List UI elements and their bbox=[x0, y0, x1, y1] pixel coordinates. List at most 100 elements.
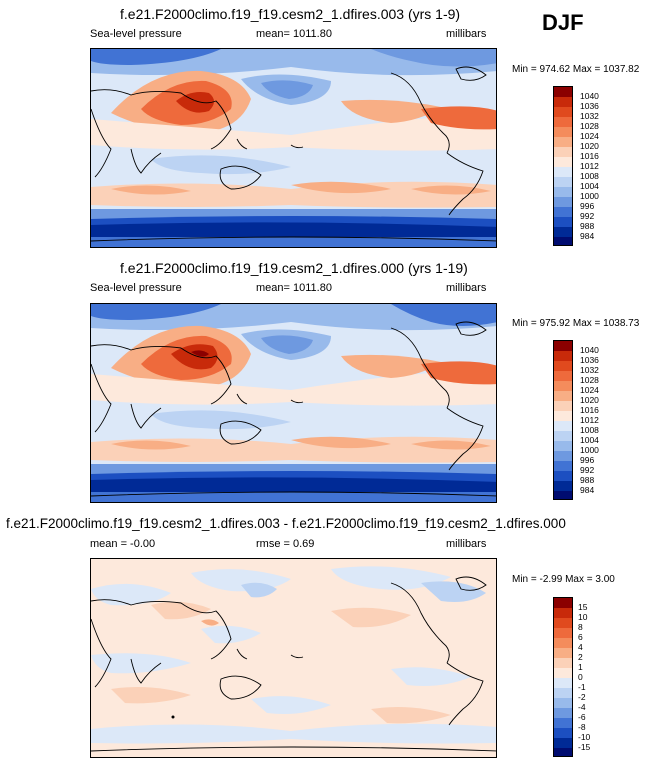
panel-2-colorbar-bin bbox=[554, 461, 572, 471]
panel-2-colorbar-label: 1012 bbox=[580, 415, 599, 425]
panel-2-units-label: millibars bbox=[446, 282, 487, 294]
panel-1-colorbar-label: 988 bbox=[580, 221, 595, 231]
panel-2-colorbar-label: 1028 bbox=[580, 375, 599, 385]
panel-2-colorbar-label: 1000 bbox=[580, 445, 599, 455]
panel-2-colorbar-bin bbox=[554, 451, 572, 461]
panel-2-minmax: Min = 975.92 Max = 1038.73 bbox=[512, 318, 640, 329]
panel-3-colorbar-bin bbox=[554, 698, 572, 708]
panel-3-colorbar-bin bbox=[554, 748, 572, 756]
panel-1-colorbar-bin bbox=[554, 197, 572, 207]
panel-3-colorbar-bin bbox=[554, 618, 572, 628]
panel-1-colorbar-label: 1012 bbox=[580, 161, 599, 171]
panel-3-colorbar-bin bbox=[554, 608, 572, 618]
panel-2-colorbar-label: 1032 bbox=[580, 365, 599, 375]
panel-3-colorbar-bin bbox=[554, 738, 572, 748]
panel-1-colorbar-bin bbox=[554, 117, 572, 127]
panel-3-map-svg bbox=[91, 559, 496, 757]
panel-1-colorbar-label: 984 bbox=[580, 231, 595, 241]
panel-2-colorbar-label: 1040 bbox=[580, 345, 599, 355]
season-label: DJF bbox=[542, 10, 584, 35]
panel-3-colorbar bbox=[553, 597, 573, 757]
panel-3-colorbar-bin bbox=[554, 668, 572, 678]
panel-1-colorbar-label: 1028 bbox=[580, 121, 599, 131]
panel-1-colorbar-bin bbox=[554, 107, 572, 117]
panel-3-colorbar-bin bbox=[554, 688, 572, 698]
panel-2-colorbar-bin bbox=[554, 341, 572, 351]
panel-1-colorbar-bin bbox=[554, 217, 572, 227]
panel-2-colorbar-bin bbox=[554, 411, 572, 421]
panel-2-mean-label: mean= 1011.80 bbox=[256, 282, 332, 294]
panel-2-colorbar-label: 992 bbox=[580, 465, 595, 475]
panel-3-colorbar-bin bbox=[554, 678, 572, 688]
panel-3-colorbar-bin bbox=[554, 638, 572, 648]
panel-3-colorbar-label: 1 bbox=[578, 662, 583, 672]
panel-1-colorbar-bin bbox=[554, 147, 572, 157]
panel-3-colorbar-label: 8 bbox=[578, 622, 583, 632]
panel-3-colorbar-label: -8 bbox=[578, 722, 586, 732]
panel-1-colorbar-bin bbox=[554, 237, 572, 245]
panel-2-colorbar-bin bbox=[554, 441, 572, 451]
panel-1-map-svg bbox=[91, 49, 496, 247]
panel-2-colorbar-bin bbox=[554, 391, 572, 401]
panel-2-colorbar-bin bbox=[554, 471, 572, 481]
panel-2-colorbar-label: 1036 bbox=[580, 355, 599, 365]
panel-3-mean-label: mean = -0.00 bbox=[90, 538, 156, 550]
panel-2-colorbar-label: 984 bbox=[580, 485, 595, 495]
panel-3-colorbar-label: 15 bbox=[578, 602, 588, 612]
panel-3-colorbar-label: -6 bbox=[578, 712, 586, 722]
panel-2-colorbar-label: 1016 bbox=[580, 405, 599, 415]
panel-2-colorbar-label: 988 bbox=[580, 475, 595, 485]
panel-2-variable-label: Sea-level pressure bbox=[90, 282, 182, 294]
panel-2-colorbar bbox=[553, 340, 573, 500]
panel-2-colorbar-bin bbox=[554, 371, 572, 381]
panel-1-colorbar-bin bbox=[554, 157, 572, 167]
panel-3-colorbar-label: -15 bbox=[578, 742, 591, 752]
panel-1-units-label: millibars bbox=[446, 28, 487, 40]
panel-3-units-label: millibars bbox=[446, 538, 487, 550]
panel-1-variable-label: Sea-level pressure bbox=[90, 28, 182, 40]
panel-1-colorbar-bin bbox=[554, 127, 572, 137]
panel-3-colorbar-label: -10 bbox=[578, 732, 591, 742]
panel-1-colorbar-label: 992 bbox=[580, 211, 595, 221]
panel-3-colorbar-label: 6 bbox=[578, 632, 583, 642]
panel-3-colorbar-bin bbox=[554, 648, 572, 658]
panel-1-colorbar-label: 1020 bbox=[580, 141, 599, 151]
panel-3-colorbar-bin bbox=[554, 718, 572, 728]
panel-2-colorbar-label: 996 bbox=[580, 455, 595, 465]
panel-2-colorbar-bin bbox=[554, 421, 572, 431]
panel-1-colorbar-bin bbox=[554, 87, 572, 97]
panel-2-title: f.e21.F2000climo.f19_f19.cesm2_1.dfires.… bbox=[120, 260, 468, 276]
panel-1-colorbar-label: 1016 bbox=[580, 151, 599, 161]
panel-1-mean-label: mean= 1011.80 bbox=[256, 28, 332, 40]
panel-3-colorbar-label: 0 bbox=[578, 672, 583, 682]
panel-3-colorbar-bin bbox=[554, 598, 572, 608]
panel-3-rmse-label: rmse = 0.69 bbox=[256, 538, 315, 550]
panel-1-colorbar-bin bbox=[554, 207, 572, 217]
panel-3-colorbar-label: -1 bbox=[578, 682, 586, 692]
panel-2-colorbar-bin bbox=[554, 491, 572, 499]
panel-3-title: f.e21.F2000climo.f19_f19.cesm2_1.dfires.… bbox=[6, 516, 566, 531]
panel-3-colorbar-label: 10 bbox=[578, 612, 588, 622]
panel-1-colorbar-label: 1032 bbox=[580, 111, 599, 121]
panel-3-colorbar-bin bbox=[554, 658, 572, 668]
panel-1-colorbar-label: 1024 bbox=[580, 131, 599, 141]
panel-1-colorbar-label: 1040 bbox=[580, 91, 599, 101]
panel-3-colorbar-label: -4 bbox=[578, 702, 586, 712]
panel-2-map-svg bbox=[91, 304, 496, 502]
panel-1-minmax: Min = 974.62 Max = 1037.82 bbox=[512, 64, 640, 75]
panel-2-colorbar-bin bbox=[554, 381, 572, 391]
panel-3-colorbar-label: 2 bbox=[578, 652, 583, 662]
panel-2-colorbar-bin bbox=[554, 481, 572, 491]
panel-1-colorbar-label: 1008 bbox=[580, 171, 599, 181]
panel-1-colorbar-label: 1036 bbox=[580, 101, 599, 111]
panel-1-colorbar-label: 1004 bbox=[580, 181, 599, 191]
panel-1-map bbox=[90, 48, 497, 248]
panel-3-minmax: Min = -2.99 Max = 3.00 bbox=[512, 574, 615, 585]
panel-2-map bbox=[90, 303, 497, 503]
panel-1-colorbar-bin bbox=[554, 177, 572, 187]
panel-1-colorbar-bin bbox=[554, 137, 572, 147]
panel-3-colorbar-bin bbox=[554, 628, 572, 638]
panel-1-colorbar-bin bbox=[554, 167, 572, 177]
panel-3-colorbar-bin bbox=[554, 708, 572, 718]
panel-3-colorbar-label: 4 bbox=[578, 642, 583, 652]
